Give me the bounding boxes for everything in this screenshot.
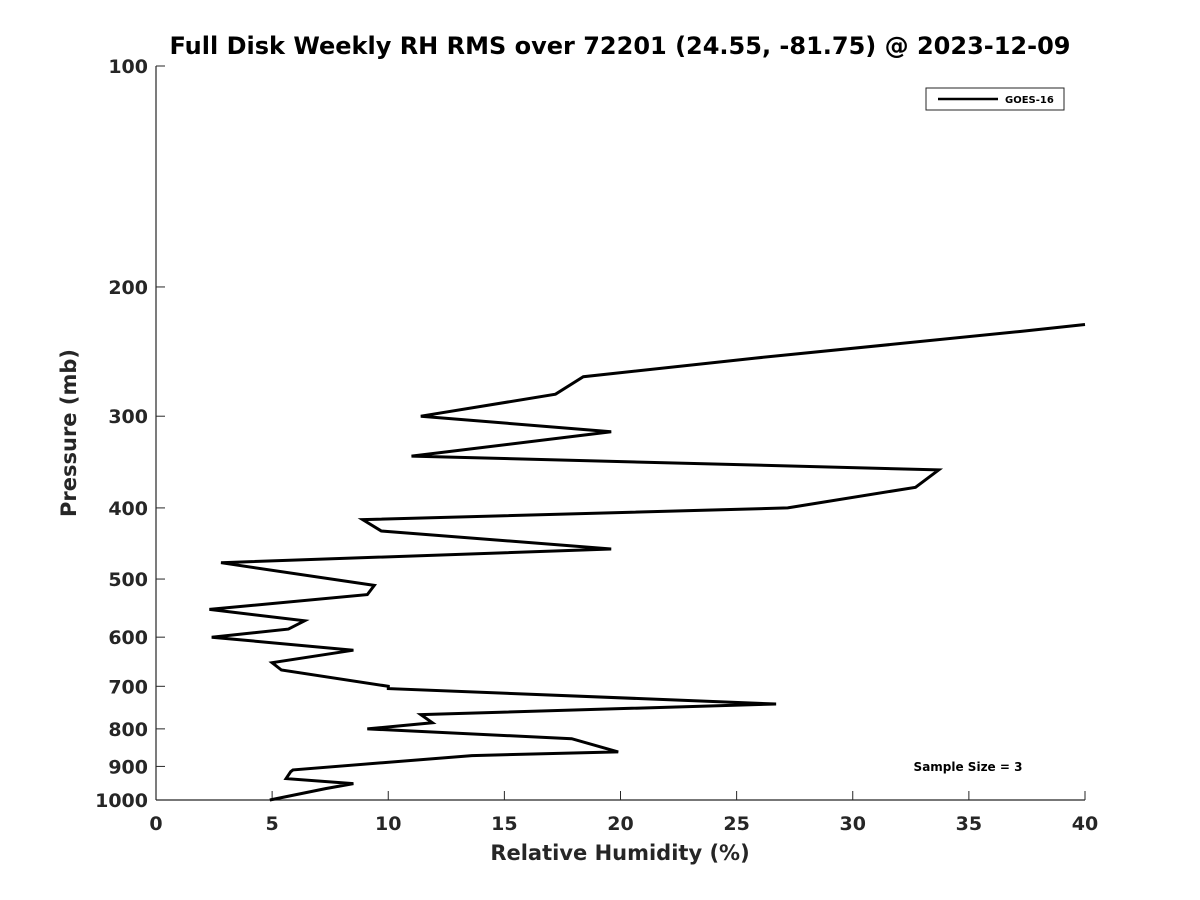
y-tick-label: 500 <box>108 569 148 591</box>
y-ticks: 100 200 300 400 500 600 700 800 900 1000 <box>95 56 165 812</box>
legend-label-goes-16: GOES-16 <box>1005 95 1054 106</box>
x-tick-label: 20 <box>607 813 633 835</box>
y-tick-label: 200 <box>108 277 148 299</box>
x-tick-label: 5 <box>266 813 279 835</box>
x-ticks: 0 5 10 15 20 25 30 35 40 <box>149 791 1098 835</box>
y-tick-label: 400 <box>108 498 148 520</box>
y-tick-label: 700 <box>108 676 148 698</box>
sample-size-annotation: Sample Size = 3 <box>914 760 1023 774</box>
x-tick-label: 35 <box>956 813 982 835</box>
y-tick-label: 900 <box>108 756 148 778</box>
x-tick-label: 0 <box>149 813 162 835</box>
series-layer <box>209 323 1086 802</box>
x-tick-label: 40 <box>1072 813 1098 835</box>
x-tick-label: 25 <box>723 813 749 835</box>
y-tick-label: 1000 <box>95 790 148 812</box>
x-tick-label: 10 <box>375 813 401 835</box>
x-tick-label: 15 <box>491 813 517 835</box>
y-tick-label: 100 <box>108 56 148 78</box>
y-tick-label: 800 <box>108 719 148 741</box>
x-axis-label: Relative Humidity (%) <box>490 841 749 865</box>
series-line-goes-16 <box>209 323 1086 802</box>
axes <box>155 66 1085 801</box>
y-tick-label: 300 <box>108 406 148 428</box>
chart-title: Full Disk Weekly RH RMS over 72201 (24.5… <box>169 32 1070 60</box>
y-tick-label: 600 <box>108 627 148 649</box>
legend: GOES-16 <box>925 87 1065 111</box>
y-axis-label: Pressure (mb) <box>57 349 81 517</box>
x-tick-label: 30 <box>840 813 866 835</box>
